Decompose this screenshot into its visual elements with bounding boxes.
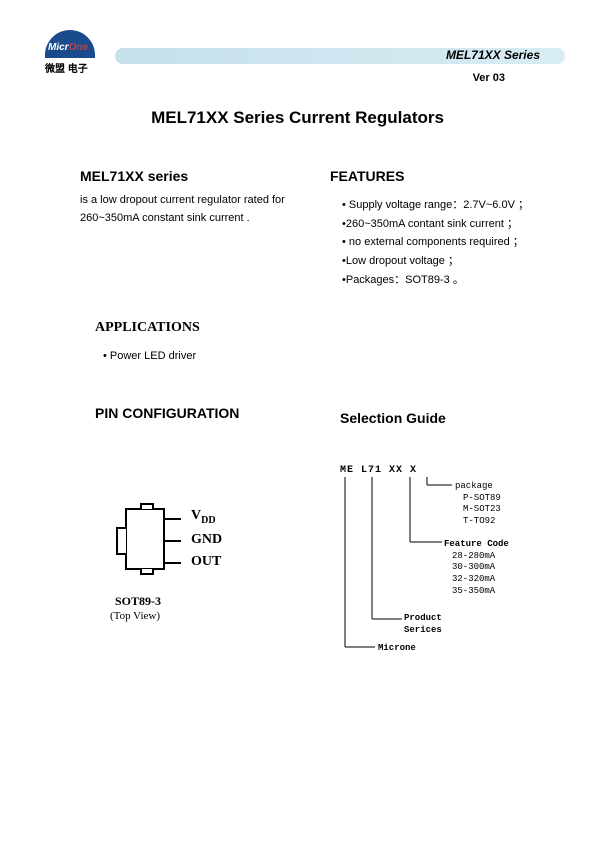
view-label: (Top View) bbox=[110, 610, 160, 622]
sg-package-group: package P-SOT89 M-SOT23 T-TO92 bbox=[455, 481, 501, 528]
sg-feature-opt: 35-350mA bbox=[444, 586, 509, 598]
sg-feature-group: Feature Code 28-280mA 30-300mA 32-320mA … bbox=[444, 539, 509, 597]
page-title: MEL71XX Series Current Regulators bbox=[0, 108, 595, 128]
chip-notch-icon bbox=[140, 503, 154, 509]
header-series-title: MEL71XX Series bbox=[446, 48, 540, 62]
brand-logo: MicrOne 微盟 电子 bbox=[45, 30, 110, 75]
feature-item: • Supply voltage range：2.7V~6.0V ； bbox=[342, 196, 560, 215]
pin-configuration-section: PIN CONFIGURATION bbox=[95, 405, 239, 421]
sg-feature-opt: 32-320mA bbox=[444, 574, 509, 586]
sg-microne-label: Microne bbox=[378, 643, 416, 655]
feature-item: • no external components required ； bbox=[342, 233, 560, 252]
sg-feature-opt: 30-300mA bbox=[444, 562, 509, 574]
series-description: is a low dropout current regulator rated… bbox=[80, 192, 300, 227]
logo-arc: MicrOne bbox=[45, 30, 95, 58]
sg-package-opt: M-SOT23 bbox=[455, 504, 501, 516]
sg-package-opt: T-TO92 bbox=[455, 516, 501, 528]
chip-tab-icon bbox=[116, 527, 126, 555]
sg-package-label: package bbox=[455, 481, 501, 493]
sg-feature-label: Feature Code bbox=[444, 539, 509, 551]
sg-package-opt: P-SOT89 bbox=[455, 493, 501, 505]
series-heading: MEL71XX series bbox=[80, 168, 300, 184]
version-label: Ver 03 bbox=[473, 72, 505, 84]
pin-label-out: OUT bbox=[191, 554, 221, 570]
chip-notch-icon bbox=[140, 569, 154, 575]
applications-item: • Power LED driver bbox=[95, 350, 200, 362]
chip-lead-icon bbox=[163, 518, 181, 520]
sg-feature-opt: 28-280mA bbox=[444, 551, 509, 563]
features-list: • Supply voltage range：2.7V~6.0V ； •260~… bbox=[330, 196, 560, 289]
pin-label-gnd: GND bbox=[191, 532, 222, 548]
feature-item: •Low dropout voltage ； bbox=[342, 252, 560, 271]
feature-item: •260~350mA contant sink current ； bbox=[342, 215, 560, 234]
logo-text-cn: 微盟 电子 bbox=[45, 60, 110, 75]
applications-section: APPLICATIONS • Power LED driver bbox=[95, 320, 200, 362]
sg-product-label: Product Serices bbox=[404, 613, 442, 636]
selguide-heading: Selection Guide bbox=[340, 410, 446, 426]
applications-heading: APPLICATIONS bbox=[95, 320, 200, 336]
series-section: MEL71XX series is a low dropout current … bbox=[80, 168, 300, 227]
features-section: FEATURES • Supply voltage range：2.7V~6.0… bbox=[330, 168, 560, 289]
chip-lead-icon bbox=[163, 540, 181, 542]
pin-label-vdd: VDD bbox=[191, 508, 216, 526]
features-heading: FEATURES bbox=[330, 168, 560, 184]
selection-guide-section: Selection Guide bbox=[340, 410, 446, 426]
part-code: ME L71 XX X bbox=[340, 465, 417, 476]
logo-text-en: MicrOne bbox=[48, 42, 88, 53]
chip-lead-icon bbox=[163, 562, 181, 564]
feature-item: •Packages：SOT89-3 。 bbox=[342, 271, 560, 290]
package-label: SOT89-3 bbox=[115, 594, 161, 609]
chip-body-icon bbox=[125, 508, 165, 570]
pinconf-heading: PIN CONFIGURATION bbox=[95, 405, 239, 421]
